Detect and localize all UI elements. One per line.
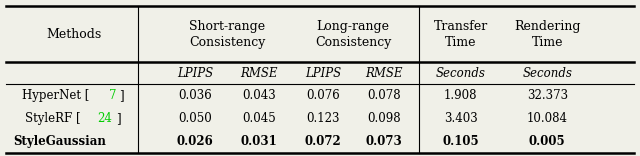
Text: 0.031: 0.031 [241, 135, 278, 148]
Text: 0.036: 0.036 [179, 89, 212, 102]
Text: 0.076: 0.076 [307, 89, 340, 102]
Text: Seconds: Seconds [436, 67, 486, 80]
Text: LPIPS: LPIPS [305, 67, 341, 80]
Text: 32.373: 32.373 [527, 89, 568, 102]
Text: StyleGaussian: StyleGaussian [13, 135, 106, 148]
Text: HyperNet [: HyperNet [ [22, 89, 90, 102]
Text: Transfer
Time: Transfer Time [434, 20, 488, 49]
Text: Seconds: Seconds [522, 67, 572, 80]
Text: 0.073: 0.073 [365, 135, 403, 148]
Text: 0.072: 0.072 [305, 135, 342, 148]
Text: 3.403: 3.403 [444, 112, 477, 125]
Text: 0.005: 0.005 [529, 135, 566, 148]
Text: Long-range
Consistency: Long-range Consistency [315, 20, 392, 49]
Text: Rendering
Time: Rendering Time [514, 20, 580, 49]
Text: 7: 7 [109, 89, 116, 102]
Text: 10.084: 10.084 [527, 112, 568, 125]
Text: ]: ] [119, 89, 124, 102]
Text: 24: 24 [97, 112, 112, 125]
Text: 0.123: 0.123 [307, 112, 340, 125]
Text: Methods: Methods [46, 28, 101, 41]
Text: ]: ] [116, 112, 121, 125]
Text: 0.043: 0.043 [243, 89, 276, 102]
Text: 0.105: 0.105 [442, 135, 479, 148]
Text: 0.026: 0.026 [177, 135, 214, 148]
Text: RMSE: RMSE [365, 67, 403, 80]
Text: RMSE: RMSE [241, 67, 278, 80]
Text: LPIPS: LPIPS [177, 67, 213, 80]
Text: Short-range
Consistency: Short-range Consistency [189, 20, 266, 49]
Text: 1.908: 1.908 [444, 89, 477, 102]
Text: 0.050: 0.050 [179, 112, 212, 125]
Text: StyleRF [: StyleRF [ [25, 112, 81, 125]
Text: 0.045: 0.045 [243, 112, 276, 125]
Text: 0.098: 0.098 [367, 112, 401, 125]
Text: 0.078: 0.078 [367, 89, 401, 102]
